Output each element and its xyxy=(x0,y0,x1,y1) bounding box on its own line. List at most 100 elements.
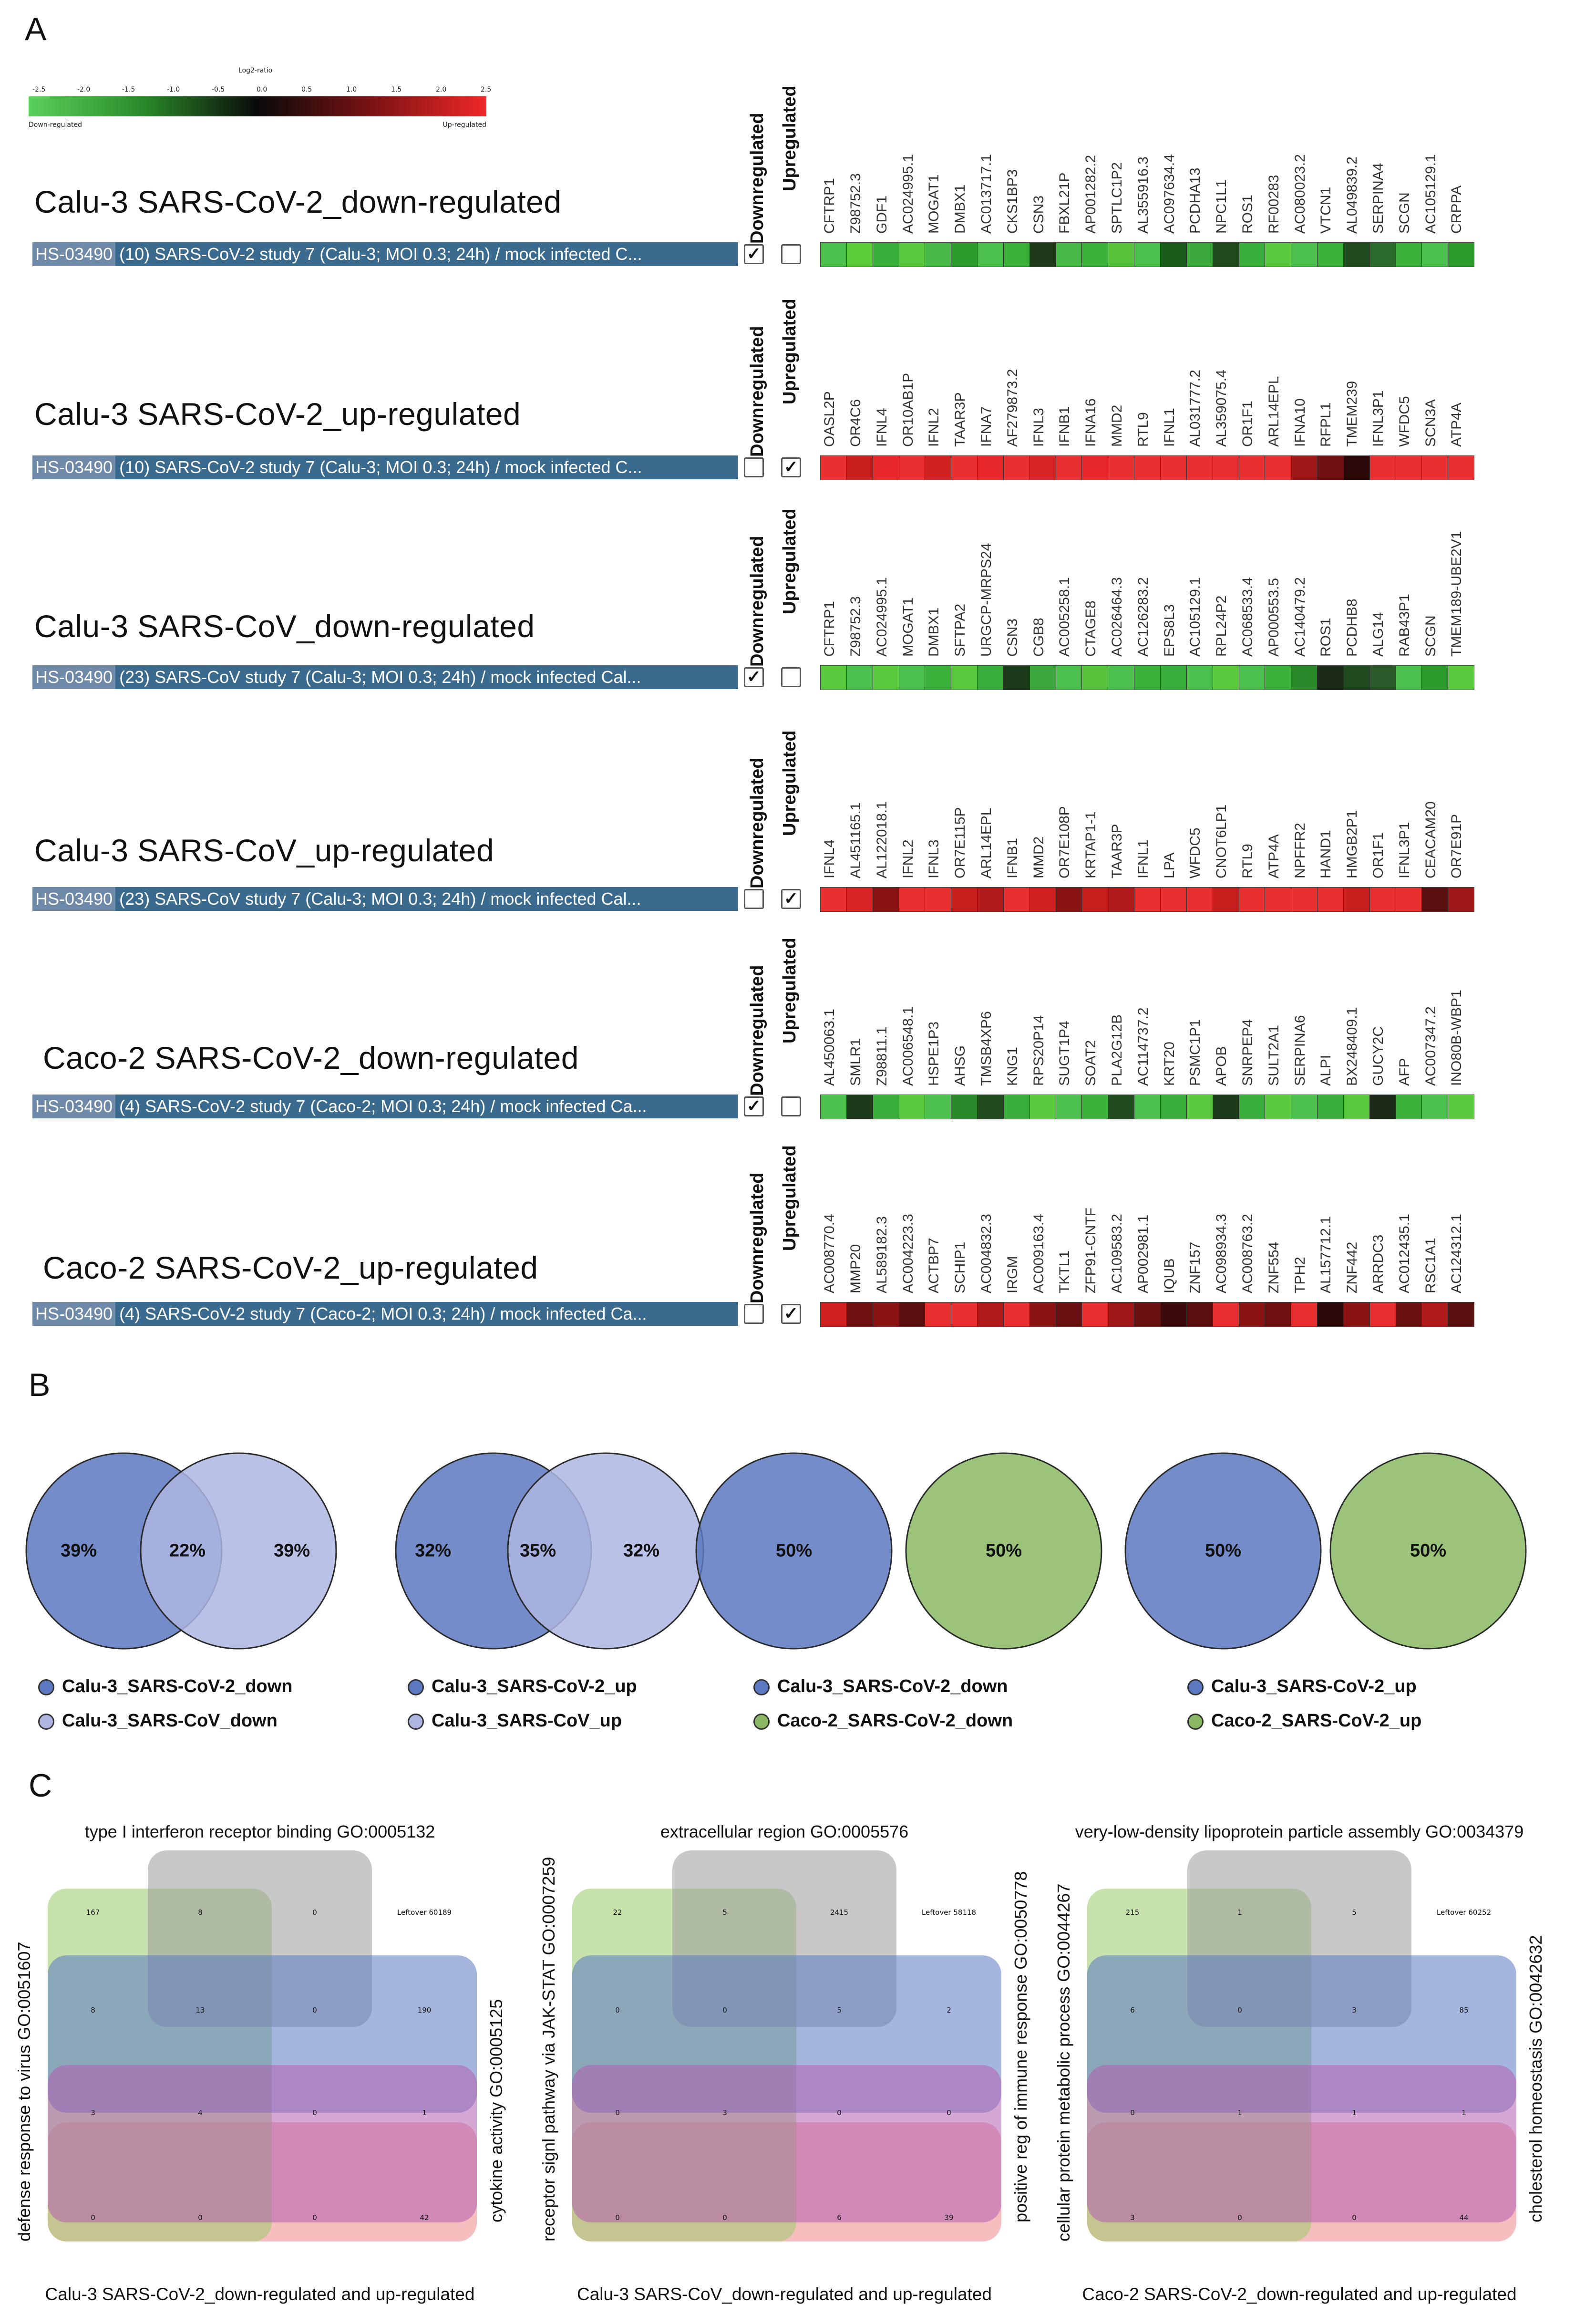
venn-legend-swatch xyxy=(1187,1713,1204,1730)
gene-label: AC004832.3 xyxy=(978,1214,995,1293)
heatmap-cell xyxy=(1265,1302,1292,1326)
heatmap-cell xyxy=(1369,666,1396,690)
venn-left-percent: 39% xyxy=(60,1540,97,1561)
heatmap-cell xyxy=(1160,1302,1187,1326)
venn-legend-label: Calu-3_SARS-CoV_up xyxy=(432,1711,622,1731)
venn-legend-item: Calu-3_SARS-CoV-2_down xyxy=(38,1676,293,1697)
heatmap-cell xyxy=(1082,243,1109,267)
sample-bar[interactable]: HS-03490 (10) SARS-CoV-2 study 7 (Calu-3;… xyxy=(32,455,738,479)
heatmap-cell xyxy=(1213,888,1239,911)
heatmap-cell xyxy=(1213,666,1239,690)
heatmap-cell xyxy=(1343,666,1370,690)
gene-label: OR10AB1P xyxy=(900,372,916,447)
heatmap-cell xyxy=(1448,1095,1474,1119)
downregulated-checkbox[interactable] xyxy=(744,889,764,909)
venn-circle-right xyxy=(1329,1452,1527,1650)
top-go-term: extracellular region GO:0005576 xyxy=(660,1822,909,1841)
gene-label: IRGM xyxy=(1004,1256,1020,1293)
upregulated-checkbox[interactable] xyxy=(781,244,801,264)
sample-id: HS-03490 xyxy=(32,665,116,689)
sample-bar[interactable]: HS-03490 (23) SARS-CoV study 7 (Calu-3; M… xyxy=(32,887,738,911)
gene-label: SCHIP1 xyxy=(952,1241,968,1293)
downregulated-checkbox[interactable] xyxy=(744,1304,764,1324)
heatmap-cell xyxy=(1003,456,1030,480)
heatmap-strip xyxy=(820,455,1474,480)
row-title: Calu-3 SARS-CoV_up-regulated xyxy=(34,833,494,868)
upregulated-checkbox[interactable] xyxy=(781,667,801,687)
gene-label: AL049839.2 xyxy=(1344,156,1360,234)
overlap-count: 6 xyxy=(837,2213,842,2222)
upregulated-checkbox[interactable]: ✓ xyxy=(781,889,801,909)
gene-label: SERPINA6 xyxy=(1292,1015,1308,1086)
heatmap-cell xyxy=(899,456,926,480)
gene-label: AC105129.1 xyxy=(1187,577,1204,657)
gene-label: IFNL1 xyxy=(1161,408,1177,447)
gene-label: AF279873.2 xyxy=(1004,369,1020,447)
downregulated-checkbox[interactable] xyxy=(744,457,764,477)
log2-ratio-legend: Log2-ratio -2.5 -2.0 -1.5 -1.0 -0.5 0.0 0.5 1.0… xyxy=(29,67,491,143)
heatmap-cell xyxy=(1056,1302,1082,1326)
heatmap-cell xyxy=(1134,666,1161,690)
upregulated-checkbox[interactable]: ✓ xyxy=(781,1304,801,1324)
overlap-count: 0 xyxy=(1352,2213,1357,2222)
upregulated-checkbox[interactable]: ✓ xyxy=(781,457,801,477)
gene-label: CEACAM20 xyxy=(1422,801,1439,878)
gene-label: AP002981.1 xyxy=(1135,1214,1151,1293)
downregulated-checkbox[interactable]: ✓ xyxy=(744,1096,764,1116)
left-go-term: cellular protein metabolic process GO:00… xyxy=(1054,1883,1073,2241)
heatmap-cell xyxy=(1265,1095,1292,1119)
sample-description: (10) SARS-CoV-2 study 7 (Calu-3; MOI 0.3… xyxy=(119,457,642,477)
sample-bar[interactable]: HS-03490 (23) SARS-CoV study 7 (Calu-3; M… xyxy=(32,665,738,689)
overlap-count: 2415 xyxy=(830,1908,849,1917)
heatmap-cell xyxy=(1186,1095,1213,1119)
gene-label: PLA2G12B xyxy=(1109,1014,1125,1086)
sample-bar[interactable]: HS-03490 (4) SARS-CoV-2 study 7 (Caco-2; … xyxy=(32,1095,738,1118)
downregulated-column-label: Downregulated xyxy=(747,965,767,1096)
heatmap-cell xyxy=(873,243,899,267)
gene-label: ATP4A xyxy=(1449,403,1465,447)
gene-label: AL157712.1 xyxy=(1318,1216,1334,1293)
downregulated-column-label: Downregulated xyxy=(747,1172,767,1303)
row-title: Calu-3 SARS-CoV_down-regulated xyxy=(34,609,535,644)
heatmap-cell xyxy=(1396,1095,1422,1119)
heatmap-cell xyxy=(1396,1302,1422,1326)
venn-legend-swatch xyxy=(408,1679,424,1695)
sample-bar[interactable]: HS-03490 (4) SARS-CoV-2 study 7 (Caco-2; … xyxy=(32,1302,738,1326)
gene-label: AL355916.3 xyxy=(1135,156,1151,234)
gene-label: GUCY2C xyxy=(1370,1026,1387,1086)
overlap-count: 1 xyxy=(1462,2108,1466,2117)
heatmap-cell xyxy=(1029,456,1056,480)
venn-legend-swatch xyxy=(408,1713,424,1730)
heatmap-cell xyxy=(1186,456,1213,480)
overlap-count: 0 xyxy=(312,2006,317,2014)
overlap-count: 6 xyxy=(1130,2006,1135,2014)
heatmap-cell xyxy=(925,1095,952,1119)
sample-bar[interactable]: HS-03490 (10) SARS-CoV-2 study 7 (Calu-3;… xyxy=(32,242,738,266)
downregulated-checkbox[interactable]: ✓ xyxy=(744,244,764,264)
upregulated-checkbox[interactable] xyxy=(781,1096,801,1116)
heatmap-cell xyxy=(1082,1302,1109,1326)
gene-label: CSN3 xyxy=(1004,618,1020,657)
gene-label: AL450063.1 xyxy=(822,1009,838,1086)
heatmap-cell xyxy=(1003,1302,1030,1326)
heatmap-cell xyxy=(978,1302,1004,1326)
upregulated-column-label: Upregulated xyxy=(780,85,800,191)
gene-label: SFTPA2 xyxy=(952,603,968,657)
heatmap-cell xyxy=(1422,888,1449,911)
gene-label: SPTLC1P2 xyxy=(1109,162,1125,234)
heatmap-cell xyxy=(821,666,847,690)
gene-label: AHSG xyxy=(952,1045,968,1086)
overlap-count: 5 xyxy=(722,1908,727,1917)
gene-label: ZFP91-CNTF xyxy=(1083,1208,1099,1293)
downregulated-checkbox[interactable]: ✓ xyxy=(744,667,764,687)
four-set-overlap-diagram xyxy=(48,1850,477,2241)
gene-label: WFDC5 xyxy=(1396,396,1412,447)
overlap-count: 0 xyxy=(615,2108,620,2117)
heatmap-cell xyxy=(925,888,952,911)
right-go-term: cytokine activity GO:0005125 xyxy=(486,1999,506,2222)
set-purple xyxy=(48,2065,477,2222)
overlap-count: 0 xyxy=(312,1908,317,1917)
overlap-count: 167 xyxy=(86,1908,100,1917)
gene-label: TMEM189-UBE2V1 xyxy=(1449,531,1465,657)
gene-label: RTL9 xyxy=(1240,844,1256,878)
